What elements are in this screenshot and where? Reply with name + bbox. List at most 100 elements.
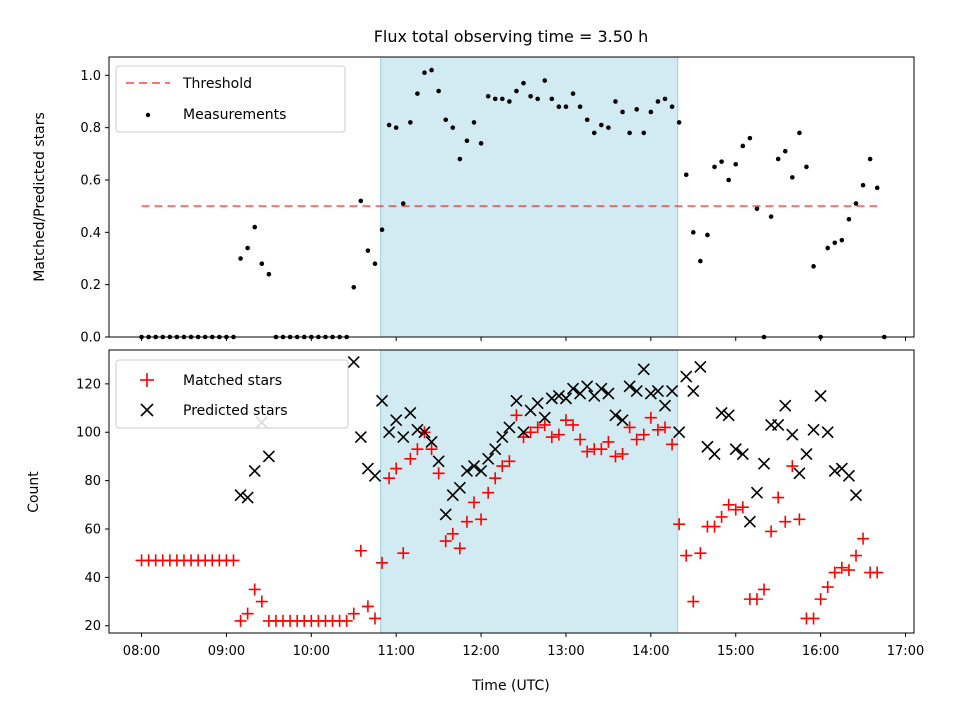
data-point	[549, 96, 555, 102]
data-point	[811, 264, 816, 269]
data-point	[464, 138, 470, 144]
matched-star-point	[807, 612, 820, 625]
predicted-star-point	[595, 382, 608, 395]
bottom-panel-legend: Matched stars Predicted stars	[115, 359, 349, 429]
predicted-star-point	[821, 426, 834, 439]
predicted-star-point	[750, 486, 764, 499]
predicted-star-point	[658, 399, 672, 412]
matched-star-point	[468, 496, 481, 509]
data-point	[252, 224, 258, 230]
predicted-star-point	[651, 385, 664, 398]
matched-star-point	[708, 520, 721, 533]
matched-star-point	[609, 450, 622, 463]
matched-star-point	[376, 556, 389, 569]
data-point	[839, 237, 845, 243]
top-panel-frame	[108, 56, 915, 338]
data-point	[514, 88, 519, 94]
matched-star-point	[758, 583, 771, 596]
data-point	[351, 284, 357, 290]
data-point	[874, 185, 880, 191]
predicted-star-point	[729, 443, 742, 456]
data-point	[698, 258, 703, 264]
predicted-star-point	[630, 385, 643, 398]
data-point	[719, 159, 724, 164]
data-point	[365, 248, 371, 253]
x-tick-label: 17:00	[887, 644, 924, 659]
top-panel-x-ticks	[141, 337, 907, 341]
matched-star-point	[489, 472, 502, 485]
matched-star-point	[828, 566, 841, 579]
y-tick-label: 120	[76, 377, 101, 392]
x-tick-label: 14:00	[632, 644, 669, 659]
predicted-star-point	[708, 447, 721, 461]
predicted-star-point	[757, 457, 771, 470]
x-tick-label: 12:00	[462, 644, 499, 659]
predicted-star-point	[475, 464, 488, 478]
predicted-star-point	[786, 428, 799, 441]
predicted-star-point	[715, 406, 728, 419]
matched-star-point	[368, 612, 381, 625]
data-point	[754, 206, 760, 212]
predicted-star-point	[234, 489, 247, 502]
predicted-star-point	[772, 418, 785, 432]
data-point	[500, 96, 505, 102]
data-point	[641, 130, 647, 136]
data-point	[528, 93, 533, 99]
top-panel-legend: Threshold Measurements	[115, 65, 346, 133]
predicted-star-point	[694, 360, 707, 373]
predicted-star-point	[517, 426, 530, 439]
chart-title: Flux total observing time = 3.50 h	[374, 27, 649, 46]
data-point	[507, 99, 512, 104]
matched-star-point	[623, 421, 636, 434]
data-point	[266, 271, 272, 277]
y-tick-label: 40	[84, 571, 101, 586]
matched-star-point	[545, 431, 558, 444]
data-point	[422, 70, 427, 76]
data-point	[408, 120, 413, 125]
matched-star-point	[227, 554, 240, 567]
predicted-star-point	[673, 426, 686, 439]
predicted-star-point	[828, 464, 841, 478]
predicted-star-point	[368, 469, 382, 482]
data-point	[620, 109, 625, 115]
predicted-star-point	[354, 431, 367, 444]
predicted-star-point	[467, 460, 481, 473]
data-point	[775, 156, 781, 162]
data-point	[450, 125, 456, 130]
data-point	[584, 117, 590, 123]
data-point	[846, 216, 852, 222]
bottom-panel-x-ticks: 08:00 09:00 10:00 11:00 12:00 13:00 14:00 15:00…	[123, 633, 924, 659]
data-point	[259, 261, 265, 267]
predicted-star-point	[241, 491, 254, 504]
data-point	[535, 96, 540, 102]
predicted-star-point	[609, 409, 622, 422]
predicted-star-point	[538, 411, 551, 424]
predicted-star-point	[503, 421, 516, 434]
data-point	[443, 117, 449, 123]
top-panel-ylabel: Matched/Predicted stars	[32, 112, 48, 282]
matched-star-point	[616, 448, 629, 461]
x-axis-label: Time (UTC)	[471, 678, 549, 694]
predicted-star-point	[390, 414, 403, 427]
top-legend-box	[115, 65, 346, 133]
predicted-star-point	[616, 414, 629, 427]
y-tick-label: 100	[76, 426, 101, 441]
predicted-star-point	[581, 380, 594, 393]
matched-star-point	[857, 532, 870, 545]
x-tick-label: 10:00	[293, 644, 330, 659]
data-point	[832, 240, 838, 246]
matched-star-point	[255, 595, 268, 608]
x-tick-label: 15:00	[717, 644, 754, 659]
matched-star-point	[248, 583, 261, 596]
matched-star-point	[680, 549, 693, 562]
matched-star-point	[460, 515, 473, 528]
data-point	[867, 156, 873, 162]
matched-star-point	[241, 607, 254, 620]
data-point	[492, 96, 498, 102]
matched-star-point	[390, 462, 403, 475]
data-point	[690, 230, 696, 235]
x-tick-label: 16:00	[802, 644, 839, 659]
data-point	[478, 141, 484, 146]
predicted-star-point	[453, 481, 466, 494]
predicted-star-point	[793, 467, 806, 480]
